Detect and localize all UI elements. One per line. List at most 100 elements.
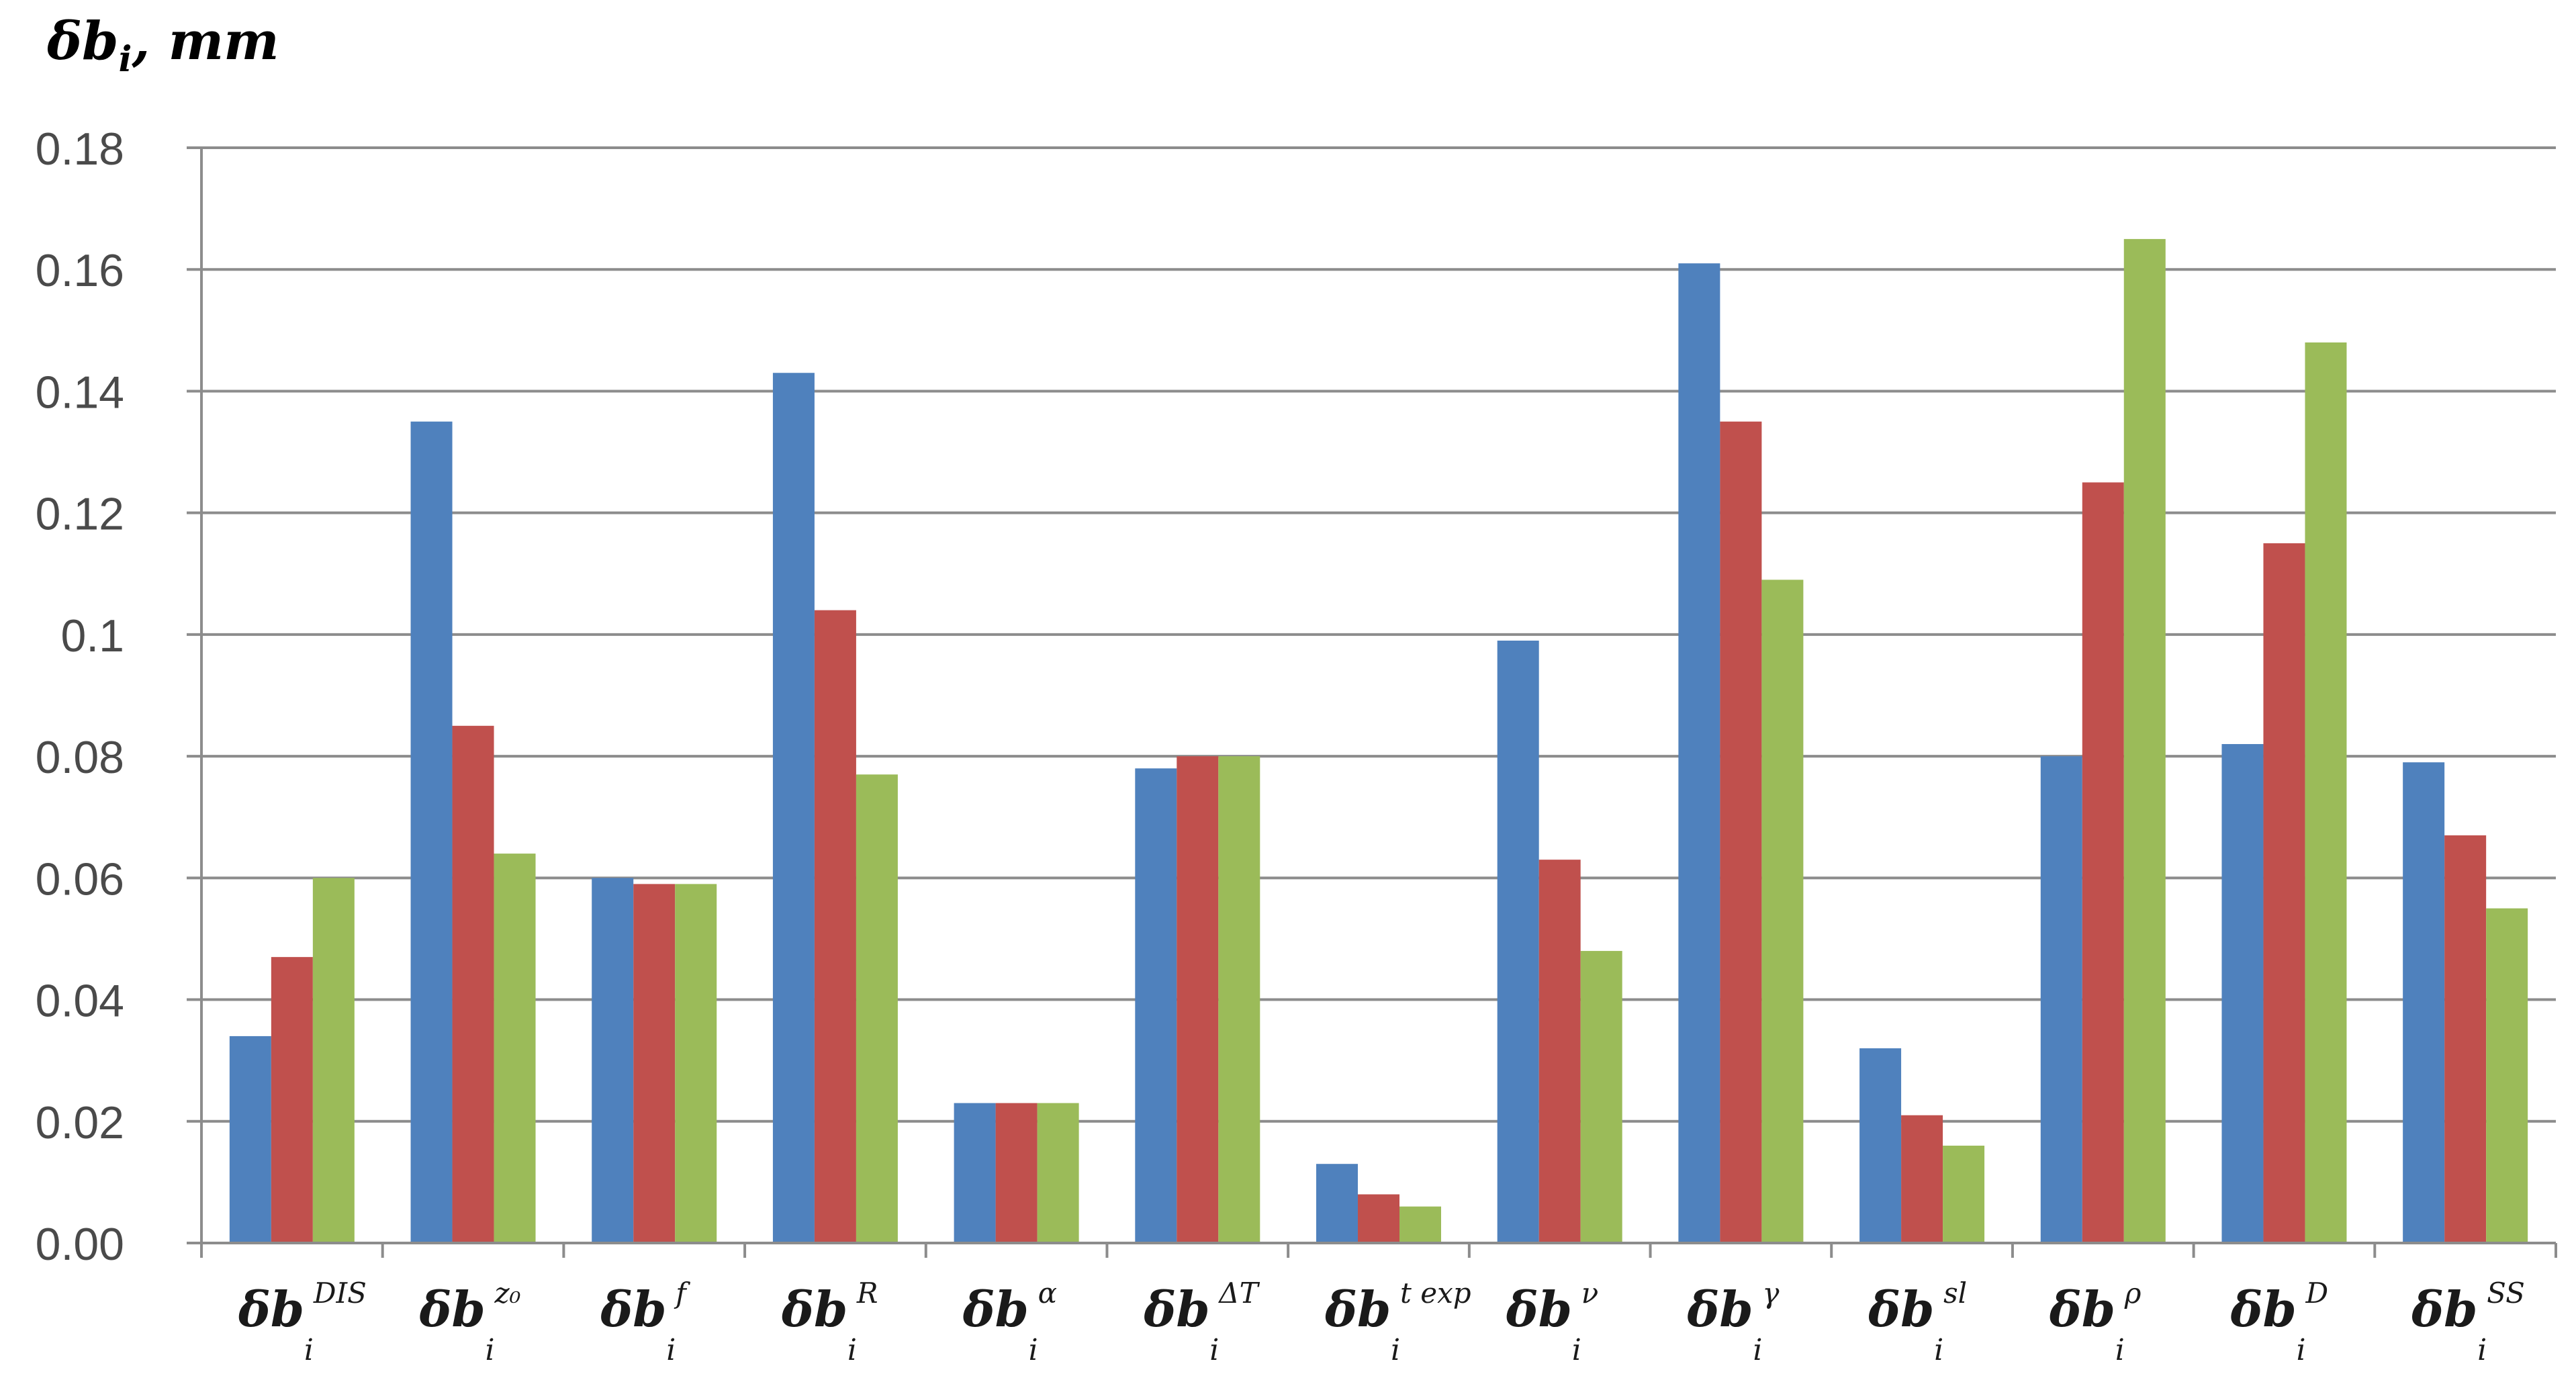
bar xyxy=(592,878,634,1243)
bar xyxy=(675,884,717,1243)
bar xyxy=(1177,756,1219,1243)
x-category-sup: sl xyxy=(1943,1277,1967,1310)
x-category-base: δb xyxy=(238,1281,304,1338)
bar xyxy=(1497,640,1539,1243)
bar xyxy=(494,854,536,1243)
y-tick-label: 0.14 xyxy=(36,367,124,418)
y-tick-label: 0.00 xyxy=(36,1219,124,1270)
x-category-base: δb xyxy=(2411,1281,2477,1338)
bar xyxy=(2221,743,2264,1243)
bar xyxy=(1358,1194,1399,1243)
bar xyxy=(2444,835,2487,1243)
x-category-base: δb xyxy=(2049,1281,2115,1338)
y-axis-title-tail: , mm xyxy=(131,11,279,72)
x-category-base: δb xyxy=(1686,1281,1753,1338)
bar xyxy=(2123,238,2166,1244)
x-category-base: δb xyxy=(781,1281,847,1338)
x-category-sub: i xyxy=(666,1333,676,1367)
bar xyxy=(1037,1103,1079,1243)
y-axis-ticks: 0.00 0.02 0.04 0.06 0.08 0.1 0.12 0.14 0.16 0.18 xyxy=(36,124,201,1270)
x-category-sup: R xyxy=(856,1277,878,1310)
y-axis-title-base: δb xyxy=(46,11,119,72)
bar xyxy=(633,884,676,1243)
x-category-sup: ΔT xyxy=(1217,1277,1260,1310)
y-tick-label: 0.1 xyxy=(60,610,124,661)
x-category-sup: DIS xyxy=(313,1277,367,1310)
x-category-label: δbi ΔT xyxy=(1143,1277,1260,1367)
bar xyxy=(2486,908,2528,1243)
bar xyxy=(1135,768,1177,1243)
y-tick-label: 0.02 xyxy=(36,1097,124,1148)
bar xyxy=(229,1036,271,1243)
x-category-sub: i xyxy=(847,1333,857,1367)
bar xyxy=(995,1103,1038,1243)
x-category-base: δb xyxy=(419,1281,486,1338)
y-tick-label: 0.16 xyxy=(36,245,124,296)
y-tick-label: 0.18 xyxy=(36,124,124,175)
x-category-sub: i xyxy=(1391,1333,1400,1367)
bar xyxy=(2263,543,2305,1244)
bar xyxy=(814,610,856,1243)
gridlines xyxy=(201,146,2556,1123)
bar xyxy=(1316,1164,1358,1243)
bar xyxy=(954,1103,996,1243)
x-category-base: δb xyxy=(1143,1281,1209,1338)
bars xyxy=(229,238,2528,1244)
bar xyxy=(1218,756,1260,1243)
x-category-sup: SS xyxy=(2487,1277,2525,1310)
x-category-sub: i xyxy=(486,1333,495,1367)
y-axis-title-sub: i xyxy=(119,39,132,80)
x-category-base: δb xyxy=(1324,1281,1391,1338)
x-category-base: δb xyxy=(2229,1281,2296,1338)
bar xyxy=(1859,1048,1902,1243)
bar xyxy=(1720,421,1762,1243)
bar xyxy=(1399,1206,1441,1243)
x-category-sub: i xyxy=(2477,1333,2487,1367)
x-category-base: δb xyxy=(1506,1281,1572,1338)
bar xyxy=(1901,1115,1943,1243)
x-category-sub: i xyxy=(1934,1333,1943,1367)
y-axis-title: δbi, mm xyxy=(46,11,279,80)
axes xyxy=(200,148,2557,1258)
x-category-sub: i xyxy=(2115,1333,2125,1367)
bar xyxy=(1538,860,1581,1243)
x-category-label: δbi DIS xyxy=(238,1277,367,1367)
bar xyxy=(2305,342,2347,1243)
x-category-sup: γ xyxy=(1762,1277,1780,1310)
x-category-base: δb xyxy=(962,1281,1029,1338)
bar xyxy=(410,421,453,1243)
bar xyxy=(452,725,494,1243)
bar xyxy=(1678,263,1720,1243)
x-category-sup: t exp xyxy=(1400,1277,1471,1310)
bar xyxy=(2403,762,2445,1243)
x-category-base: δb xyxy=(1868,1281,1934,1338)
x-category-sup: ρ xyxy=(2124,1277,2142,1310)
x-category-sup: z₀ xyxy=(494,1277,521,1310)
bar xyxy=(1580,951,1622,1243)
y-tick-label: 0.06 xyxy=(36,854,124,905)
bar xyxy=(2040,756,2082,1243)
bar xyxy=(772,373,815,1243)
x-category-label: δbi z₀ xyxy=(419,1277,521,1367)
y-tick-label: 0.04 xyxy=(36,976,124,1027)
x-category-base: δb xyxy=(600,1281,666,1338)
y-tick-label: 0.12 xyxy=(36,489,124,540)
x-category-sub: i xyxy=(1029,1333,1038,1367)
bar xyxy=(856,774,898,1243)
x-category-sup: D xyxy=(2305,1277,2328,1310)
bar xyxy=(1761,580,1804,1243)
x-category-sub: i xyxy=(1572,1333,1581,1367)
y-tick-label: 0.08 xyxy=(36,732,124,783)
x-category-sub: i xyxy=(2296,1333,2305,1367)
x-category-sub: i xyxy=(1209,1333,1219,1367)
